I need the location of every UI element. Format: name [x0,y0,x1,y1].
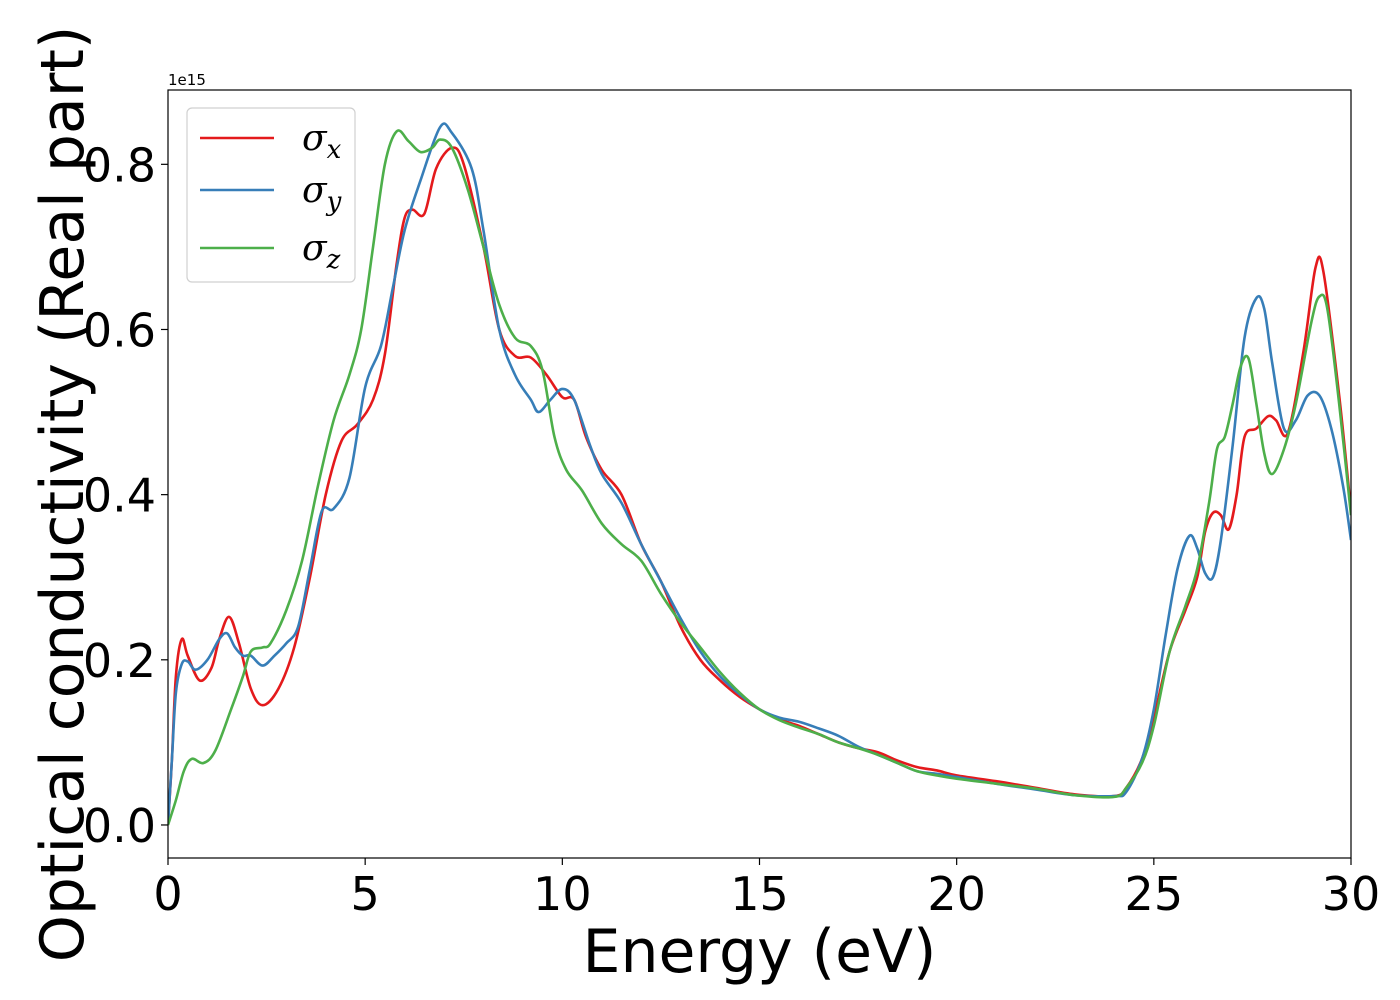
ticks-layer: 0 5 10 15 20 25 30 0.0 0.2 0.4 0.6 0.8 [83,138,1380,921]
series-line-z [168,129,1351,826]
x-tick-label: 15 [730,867,789,921]
legend-box [186,107,356,283]
y-offset-label: 1e15 [168,71,206,89]
y-tick-label: 0.4 [83,469,156,523]
x-tick-label: 25 [1125,867,1184,921]
x-tick-label: 20 [927,867,986,921]
series-line-y [168,122,1351,826]
legend-label-x: σx [302,118,342,165]
y-tick-label: 0.2 [83,634,156,688]
series-layer [168,122,1351,826]
x-tick-label: 0 [153,867,182,921]
legend-label-z: σz [302,228,341,275]
series-line-x [168,146,1351,826]
x-tick-label: 10 [533,867,592,921]
y-tick-label: 0.6 [83,303,156,357]
y-tick-label: 0.8 [83,138,156,192]
y-axis-label: Optical conductivity (Real part) [28,26,98,963]
legend-label-y: σy [302,170,342,217]
y-tick-label: 0.0 [83,799,156,853]
legend: σx σy σz [186,107,356,283]
x-tick-label: 5 [351,867,380,921]
x-axis-label: Energy (eV) [583,917,937,987]
x-tick-label: 30 [1322,867,1381,921]
